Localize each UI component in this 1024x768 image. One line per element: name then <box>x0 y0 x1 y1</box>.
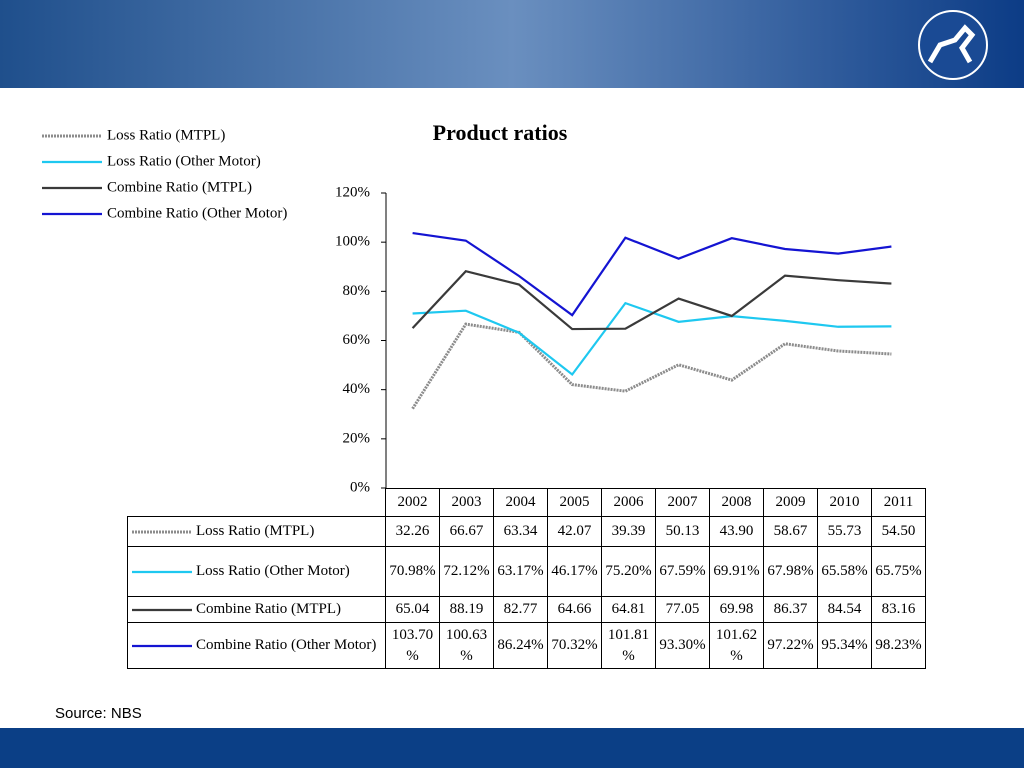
x-tick-label: 2005 <box>547 488 602 517</box>
value-cell: 67.59% <box>655 546 710 597</box>
value-cell: 93.30% <box>655 622 710 669</box>
value-cell: 100.63% <box>439 622 494 669</box>
x-tick-label: 2007 <box>655 488 710 517</box>
value-cell: 70.32% <box>547 622 602 669</box>
x-tick-label: 2003 <box>439 488 494 517</box>
value-cell: 63.34 <box>493 516 548 547</box>
value-cell: 64.66 <box>547 596 602 623</box>
value-cell: 97.22% <box>763 622 818 669</box>
y-tick-label: 0% <box>350 479 370 495</box>
row-name: Combine Ratio (MTPL) <box>127 596 386 623</box>
value-cell: 98.23% <box>871 622 926 669</box>
data-row: Loss Ratio (Other Motor) 70.98% 72.12% 63.1… <box>127 546 926 597</box>
value-cell: 82.77 <box>493 596 548 623</box>
footer-bar <box>0 728 1024 768</box>
table-swatch <box>132 570 192 574</box>
value-cell: 95.34% <box>817 622 872 669</box>
value-cell: 50.13 <box>655 516 710 547</box>
blank-cell <box>128 489 386 517</box>
row-name-text: Combine Ratio (Other Motor) <box>196 637 377 653</box>
value-cell: 69.98 <box>709 596 764 623</box>
value-cell: 65.04 <box>385 596 440 623</box>
value-cell: 75.20% <box>601 546 656 597</box>
table-swatch <box>132 608 192 612</box>
value-cell: 86.37 <box>763 596 818 623</box>
value-cell: 72.12% <box>439 546 494 597</box>
source: Source: NBS <box>55 705 142 722</box>
value-cell: 101.81% <box>601 622 656 669</box>
value-cell: 58.67 <box>763 516 818 547</box>
value-cell: 70.98% <box>385 546 440 597</box>
row-name-text: Loss Ratio (MTPL) <box>196 523 315 539</box>
y-tick-label: 20% <box>343 430 371 446</box>
header-row: 2002 2003 2004 2005 2006 2007 2008 2009 2010 2011 <box>128 488 926 517</box>
value-cell: 101.62% <box>709 622 764 669</box>
value-cell: 65.75% <box>871 546 926 597</box>
value-cell: 42.07 <box>547 516 602 547</box>
row-name: Loss Ratio (MTPL) <box>127 516 386 547</box>
value-cell: 86.24% <box>493 622 548 669</box>
y-tick-label: 80% <box>343 283 371 299</box>
value-cell: 54.50 <box>871 516 926 547</box>
data-table: 2002 2003 2004 2005 2006 2007 2008 2009 2010 2011… <box>127 488 926 669</box>
legend-label: Loss Ratio (Other Motor) <box>107 153 261 169</box>
value-cell: 64.81 <box>601 596 656 623</box>
table-swatch <box>132 644 192 648</box>
y-tick-label: 40% <box>343 381 371 397</box>
value-cell: 84.54 <box>817 596 872 623</box>
chart-title: Product ratios <box>433 120 568 145</box>
value-cell: 39.39 <box>601 516 656 547</box>
header-banner <box>0 0 1024 88</box>
y-tick-label: 100% <box>335 234 370 250</box>
x-tick-label: 2004 <box>493 488 548 517</box>
row-name-wrap: Combine Ratio (Other Motor) <box>128 635 385 656</box>
value-cell: 43.90 <box>709 516 764 547</box>
value-cell: 88.19 <box>439 596 494 623</box>
y-tick-label: 60% <box>343 332 371 348</box>
value-cell: 32.26 <box>385 516 440 547</box>
row-name-wrap: Combine Ratio (MTPL) <box>128 599 385 620</box>
data-row: Loss Ratio (MTPL) 32.26 66.67 63.34 42.07 39.… <box>127 516 926 547</box>
x-tick-label: 2011 <box>871 488 926 517</box>
value-cell: 65.58% <box>817 546 872 597</box>
value-cell: 67.98% <box>763 546 818 597</box>
value-cell: 69.91% <box>709 546 764 597</box>
value-cell: 103.70% <box>385 622 440 669</box>
legend-label: Combine Ratio (MTPL) <box>107 179 252 195</box>
row-name-wrap: Loss Ratio (Other Motor) <box>128 561 385 582</box>
row-name-wrap: Loss Ratio (MTPL) <box>128 521 385 542</box>
y-tick-label: 120% <box>335 184 370 200</box>
legend-label: Combine Ratio (Other Motor) <box>107 205 287 221</box>
logo-horse <box>927 24 976 64</box>
value-cell: 46.17% <box>547 546 602 597</box>
x-tick-label: 2010 <box>817 488 872 517</box>
value-cell: 77.05 <box>655 596 710 623</box>
x-tick-label: 2002 <box>385 488 440 517</box>
series-line <box>412 231 892 317</box>
series-line <box>411 322 892 410</box>
row-name-text: Combine Ratio (MTPL) <box>196 601 341 617</box>
logo <box>918 10 988 80</box>
value-cell: 63.17% <box>493 546 548 597</box>
row-name: Combine Ratio (Other Motor) <box>127 622 386 669</box>
row-name: Loss Ratio (Other Motor) <box>127 546 386 597</box>
row-name-text: Loss Ratio (Other Motor) <box>196 563 350 579</box>
data-row: Combine Ratio (Other Motor) 103.70% 100.63… <box>127 622 926 669</box>
x-tick-label: 2009 <box>763 488 818 517</box>
series-line <box>411 269 892 331</box>
value-cell: 66.67 <box>439 516 494 547</box>
legend-label: Loss Ratio (MTPL) <box>107 127 225 143</box>
x-tick-label: 2008 <box>709 488 764 517</box>
table-swatch <box>132 530 192 534</box>
value-cell: 83.16 <box>871 596 926 623</box>
data-row: Combine Ratio (MTPL) 65.04 88.19 82.77 64.66… <box>127 596 926 623</box>
value-cell: 55.73 <box>817 516 872 547</box>
x-tick-label: 2006 <box>601 488 656 517</box>
